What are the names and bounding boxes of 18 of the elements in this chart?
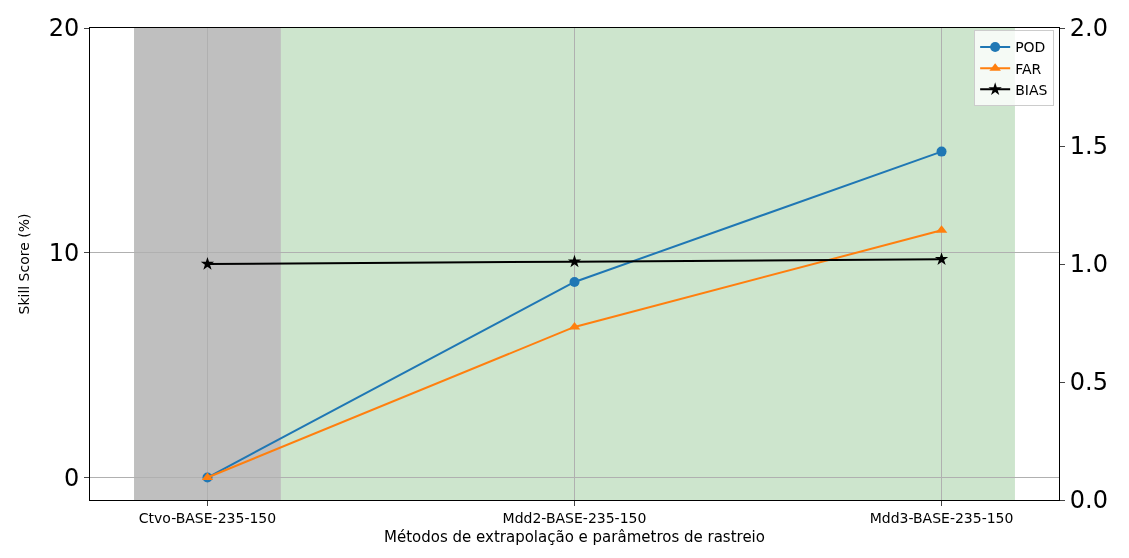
y2-tick-label: 0.5 [1069, 368, 1108, 397]
point [569, 276, 580, 287]
y2-tick-label: 1.5 [1069, 132, 1108, 161]
y-tick-label: 20 [48, 14, 80, 43]
y-axis-title: Skill Score (%) [16, 213, 33, 315]
y-tick-label: 0 [63, 463, 80, 492]
y2-tick-label: 2.0 [1069, 14, 1108, 43]
x-tick-label: Mdd3-BASE-235-150 [869, 509, 1014, 526]
x-tick-label: Ctvo-BASE-235-150 [138, 509, 277, 526]
y-tick-label: 10 [48, 239, 80, 268]
x-axis-title: Métodos de extrapolação e parâmetros de rastreio [384, 527, 765, 546]
legend-label: FAR [1015, 60, 1042, 77]
y2-tick-label: 0.0 [1069, 486, 1108, 515]
y2-tick-label: 1.0 [1069, 250, 1108, 279]
point [936, 146, 947, 157]
x-tick-label: Mdd2-BASE-235-150 [502, 509, 647, 526]
legend-label: POD [1015, 39, 1046, 56]
legend-label: BIAS [1015, 81, 1048, 98]
